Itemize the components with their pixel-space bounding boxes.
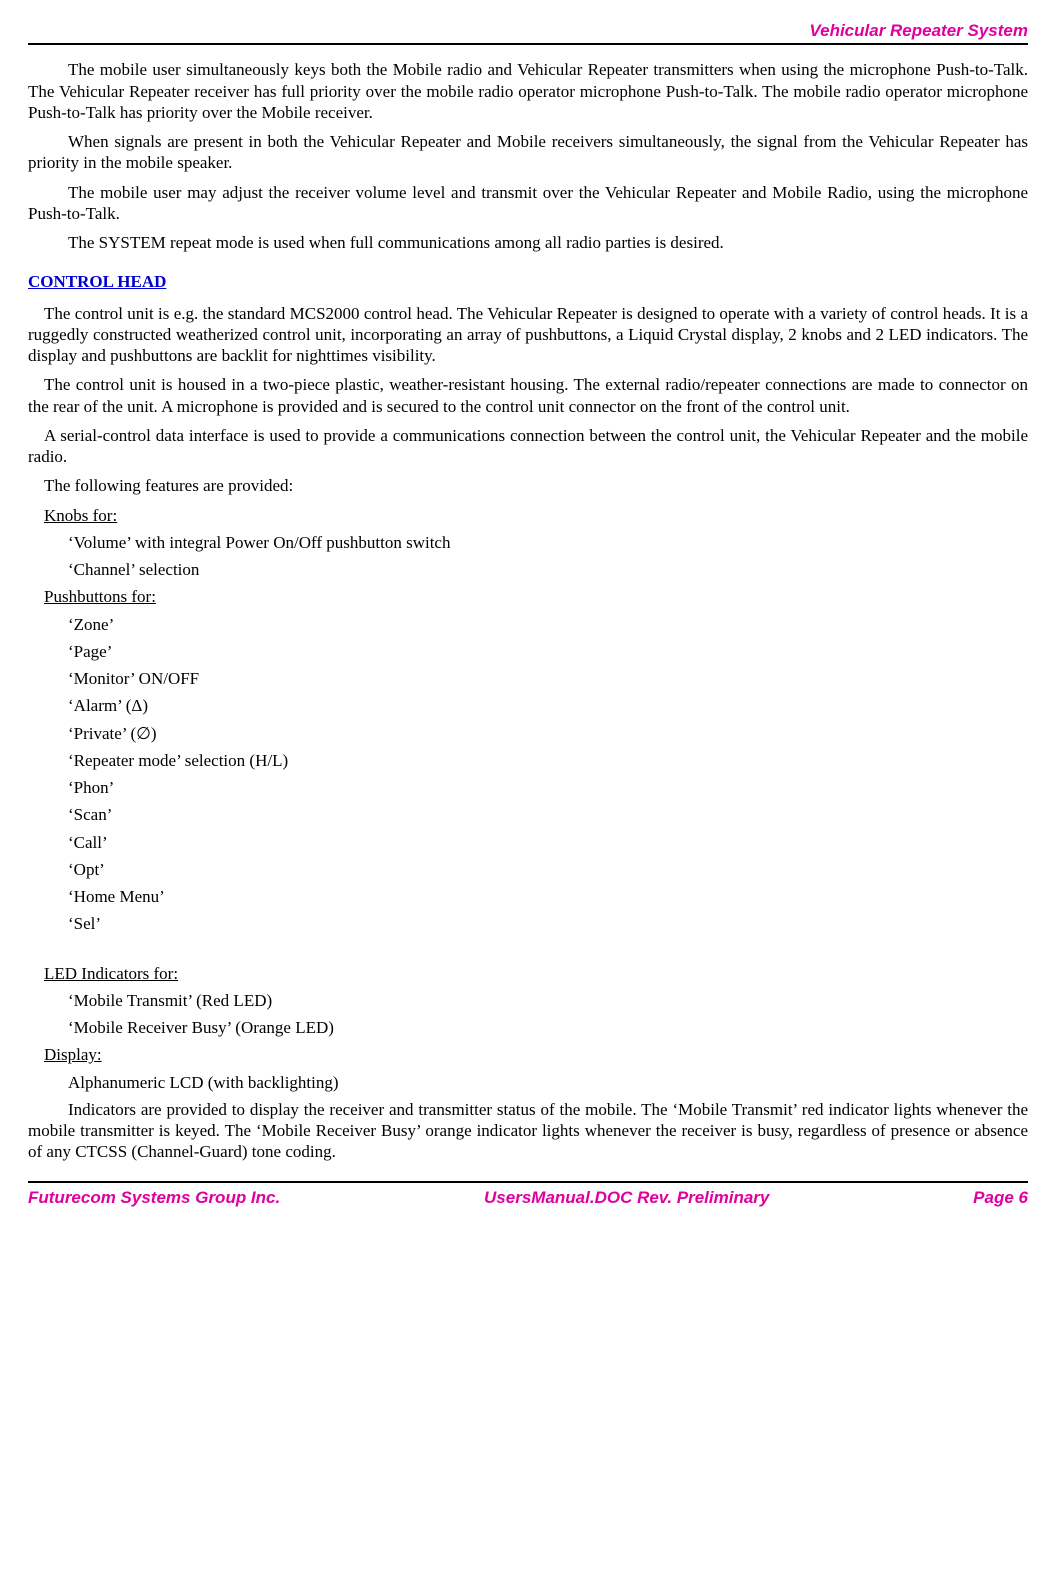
list-item: ‘Private’ (∅) [68, 723, 1028, 744]
list-item: ‘Home Menu’ [68, 886, 1028, 907]
list-item: ‘Alarm’ (Δ) [68, 695, 1028, 716]
intro-para-2: When signals are present in both the Veh… [28, 131, 1028, 174]
pushbuttons-list: ‘Zone’ ‘Page’ ‘Monitor’ ON/OFF ‘Alarm’ (… [68, 614, 1028, 935]
list-item: Alphanumeric LCD (with backlighting) [68, 1072, 1028, 1093]
spacer [28, 941, 1028, 957]
page-footer: Futurecom Systems Group Inc. UsersManual… [28, 1181, 1028, 1208]
control-head-para-2: The control unit is housed in a two-piec… [28, 374, 1028, 417]
section-heading-control-head: CONTROL HEAD [28, 271, 1028, 292]
closing-para: Indicators are provided to display the r… [28, 1099, 1028, 1163]
display-list: Alphanumeric LCD (with backlighting) [68, 1072, 1028, 1093]
footer-center: UsersManual.DOC Rev. Preliminary [484, 1187, 769, 1208]
list-item: ‘Mobile Receiver Busy’ (Orange LED) [68, 1017, 1028, 1038]
header-title: Vehicular Repeater System [809, 21, 1028, 40]
intro-para-3: The mobile user may adjust the receiver … [28, 182, 1028, 225]
leds-heading-text: LED Indicators for: [44, 964, 178, 983]
display-heading-text: Display: [44, 1045, 102, 1064]
list-item: ‘Monitor’ ON/OFF [68, 668, 1028, 689]
list-item: ‘Sel’ [68, 913, 1028, 934]
control-head-para-4: The following features are provided: [28, 475, 1028, 496]
footer-left: Futurecom Systems Group Inc. [28, 1187, 280, 1208]
knobs-heading: Knobs for: [44, 505, 1028, 526]
knobs-heading-text: Knobs for: [44, 506, 117, 525]
list-item: ‘Call’ [68, 832, 1028, 853]
list-item: ‘Channel’ selection [68, 559, 1028, 580]
pushbuttons-heading: Pushbuttons for: [44, 586, 1028, 607]
list-item: ‘Scan’ [68, 804, 1028, 825]
intro-para-1: The mobile user simultaneously keys both… [28, 59, 1028, 123]
footer-right: Page 6 [973, 1187, 1028, 1208]
list-item: ‘Mobile Transmit’ (Red LED) [68, 990, 1028, 1011]
list-item: ‘Volume’ with integral Power On/Off push… [68, 532, 1028, 553]
leds-list: ‘Mobile Transmit’ (Red LED) ‘Mobile Rece… [68, 990, 1028, 1039]
pushbuttons-heading-text: Pushbuttons for: [44, 587, 156, 606]
list-item: ‘Page’ [68, 641, 1028, 662]
list-item: ‘Opt’ [68, 859, 1028, 880]
control-head-para-3: A serial-control data interface is used … [28, 425, 1028, 468]
intro-para-4: The SYSTEM repeat mode is used when full… [28, 232, 1028, 253]
list-item: ‘Phon’ [68, 777, 1028, 798]
leds-heading: LED Indicators for: [44, 963, 1028, 984]
control-head-para-1: The control unit is e.g. the standard MC… [28, 303, 1028, 367]
knobs-list: ‘Volume’ with integral Power On/Off push… [68, 532, 1028, 581]
list-item: ‘Repeater mode’ selection (H/L) [68, 750, 1028, 771]
page-header: Vehicular Repeater System [28, 20, 1028, 45]
list-item: ‘Zone’ [68, 614, 1028, 635]
display-heading: Display: [44, 1044, 1028, 1065]
